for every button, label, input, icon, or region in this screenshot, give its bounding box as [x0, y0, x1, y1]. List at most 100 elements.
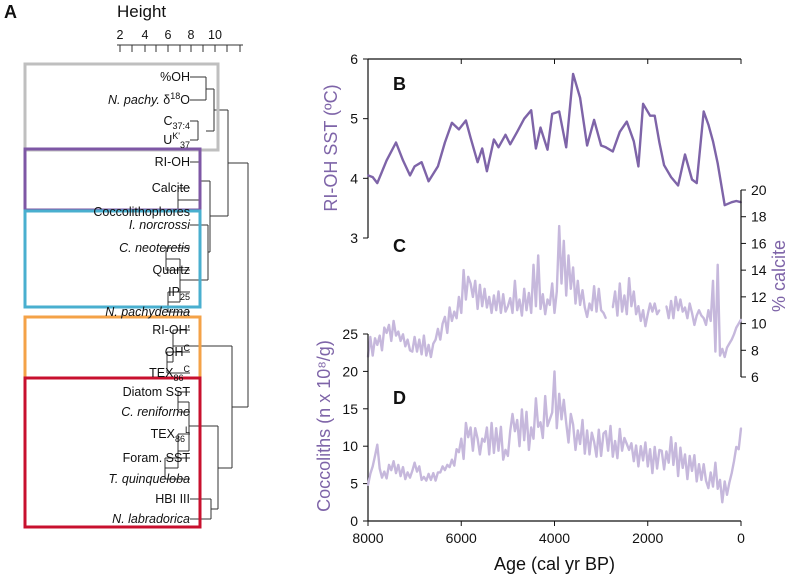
panel-d-series-point: [455, 448, 458, 451]
dendro-leaf-label: T. quinqueloba: [108, 472, 190, 486]
dendro-leaf-label: RI-OH': [152, 323, 190, 337]
panel-b-series-point: [539, 126, 542, 129]
panel-c-series-point: [712, 279, 714, 282]
panel-d-series-point: [567, 441, 570, 444]
panel-d-series-point: [686, 478, 689, 480]
panel-c-series-point: [423, 334, 425, 337]
panel-d-series-point: [656, 467, 658, 470]
panel-c-series-point: [420, 353, 423, 356]
panel-c-series-point: [523, 287, 526, 290]
panel-b-series-point: [413, 165, 416, 168]
panel-d-series-point: [693, 454, 696, 457]
panel-b-series-point: [712, 140, 714, 143]
dendro-leaf-label: C37:4: [163, 114, 190, 131]
panel-c-series-point: [381, 349, 383, 352]
panel-c-series-point: [413, 336, 416, 338]
panel-d-series-point: [632, 460, 635, 463]
panel-b-y-tick-label: 3: [350, 230, 358, 246]
panel-b-series-point: [637, 165, 640, 168]
panel-c-series-point: [411, 350, 414, 353]
panel-c-series-point: [735, 326, 738, 329]
panel-d-series-point: [467, 436, 470, 439]
panel-d-series-point: [702, 463, 705, 466]
panel-d-series-point: [518, 445, 521, 448]
panel-b-series-point: [691, 178, 693, 181]
dendro-leaf-label: OHC: [165, 343, 191, 359]
panel-c-series-point: [684, 306, 686, 309]
panel-b-series-point: [677, 184, 679, 187]
panel-d-series-point: [595, 455, 598, 458]
panel-c-series-point: [404, 345, 407, 348]
panel-d-series-point: [716, 487, 719, 490]
panel-d-series-point: [413, 461, 416, 464]
panel-c-series-point: [721, 348, 724, 350]
panel-b-series-point: [476, 161, 479, 164]
dendro-leaf-label: Diatom SST: [123, 385, 191, 399]
panel-c-series-point: [532, 263, 535, 266]
panel-d-series-point: [679, 446, 682, 449]
panel-d-series-point: [623, 437, 626, 439]
panel-c-series-point: [395, 334, 397, 337]
panel-c-series-point: [399, 340, 402, 342]
panel-c-series-point: [483, 287, 486, 290]
panel-c-series-point: [402, 333, 404, 336]
panel-b-series-point: [481, 147, 484, 150]
panel-c-series-point: [583, 306, 586, 309]
panel-b-y-tick-label: 4: [350, 170, 358, 186]
panel-c-series-point: [458, 296, 460, 298]
panel-d-series-point: [677, 475, 679, 477]
panel-c-series-point: [674, 296, 677, 298]
panel-c-y-label: % calcite: [769, 240, 789, 312]
panel-c-series-point: [579, 304, 581, 306]
panel-c-series-point: [558, 225, 561, 228]
panel-d-y-tick-label: 20: [342, 363, 358, 379]
panel-d-series-point: [667, 461, 670, 464]
panel-d-series-point: [500, 425, 502, 428]
panel-b-series-point: [458, 128, 460, 131]
panel-d-series-point: [441, 465, 444, 468]
panel-d-series-point: [486, 426, 488, 429]
panel-c-series-point: [371, 354, 374, 357]
panel-b-series-point: [579, 96, 581, 99]
panel-d-series-point: [434, 479, 437, 482]
panel-c-series-point: [618, 282, 621, 285]
panel-d-series-point: [546, 425, 549, 427]
panel-d-series-point: [674, 442, 677, 445]
panel-d-series-point: [684, 453, 686, 456]
panel-d-series-point: [653, 446, 656, 448]
panel-d-series-point: [681, 467, 684, 469]
panel-c-series-point: [516, 309, 519, 312]
panel-d-chart: 0 5 10 15 20 25 Coccoliths (n x 10⁸/g) D: [314, 326, 743, 529]
panel-d-series-point: [714, 461, 717, 464]
cluster-boxes: [23, 62, 220, 529]
panel-d-series-point: [698, 463, 700, 466]
age-x-axis: 8000 6000 4000 2000 0 Age (cal yr BP): [352, 520, 745, 574]
panel-c-series-point: [555, 290, 558, 293]
panel-d-series-point: [551, 411, 554, 414]
panel-d-series-point: [451, 458, 453, 461]
panel-c-series-point: [551, 282, 554, 285]
x-axis-tick-label: 2000: [632, 530, 663, 546]
panel-c-series-point: [646, 313, 649, 316]
panel-c-series-point: [479, 283, 481, 286]
panel-d-series-point: [553, 370, 556, 373]
panel-c-series-point: [434, 338, 437, 341]
panel-b-series-point: [444, 141, 446, 144]
panel-d-y-tick-label: 0: [350, 513, 358, 529]
panel-c-series-point: [437, 328, 439, 330]
panel-c-series-point: [707, 309, 710, 312]
panel-c-series-point: [548, 304, 551, 306]
dendro-leaf-label: C. reniforme: [121, 405, 190, 419]
panel-c-series-point: [728, 342, 731, 345]
panel-c-series-point: [553, 312, 556, 314]
panel-b-series-point: [565, 146, 568, 149]
panel-c-series-point: [455, 317, 458, 320]
panel-c-series-point: [481, 305, 484, 308]
panel-b-series-point: [625, 120, 628, 123]
panel-d-series-point: [530, 426, 533, 429]
panel-d-series-point: [511, 413, 514, 415]
panel-d-series-point: [416, 470, 418, 473]
panel-c-series-point: [588, 302, 591, 305]
panel-c-series-point: [600, 309, 602, 312]
panel-c-series-point: [688, 302, 691, 305]
